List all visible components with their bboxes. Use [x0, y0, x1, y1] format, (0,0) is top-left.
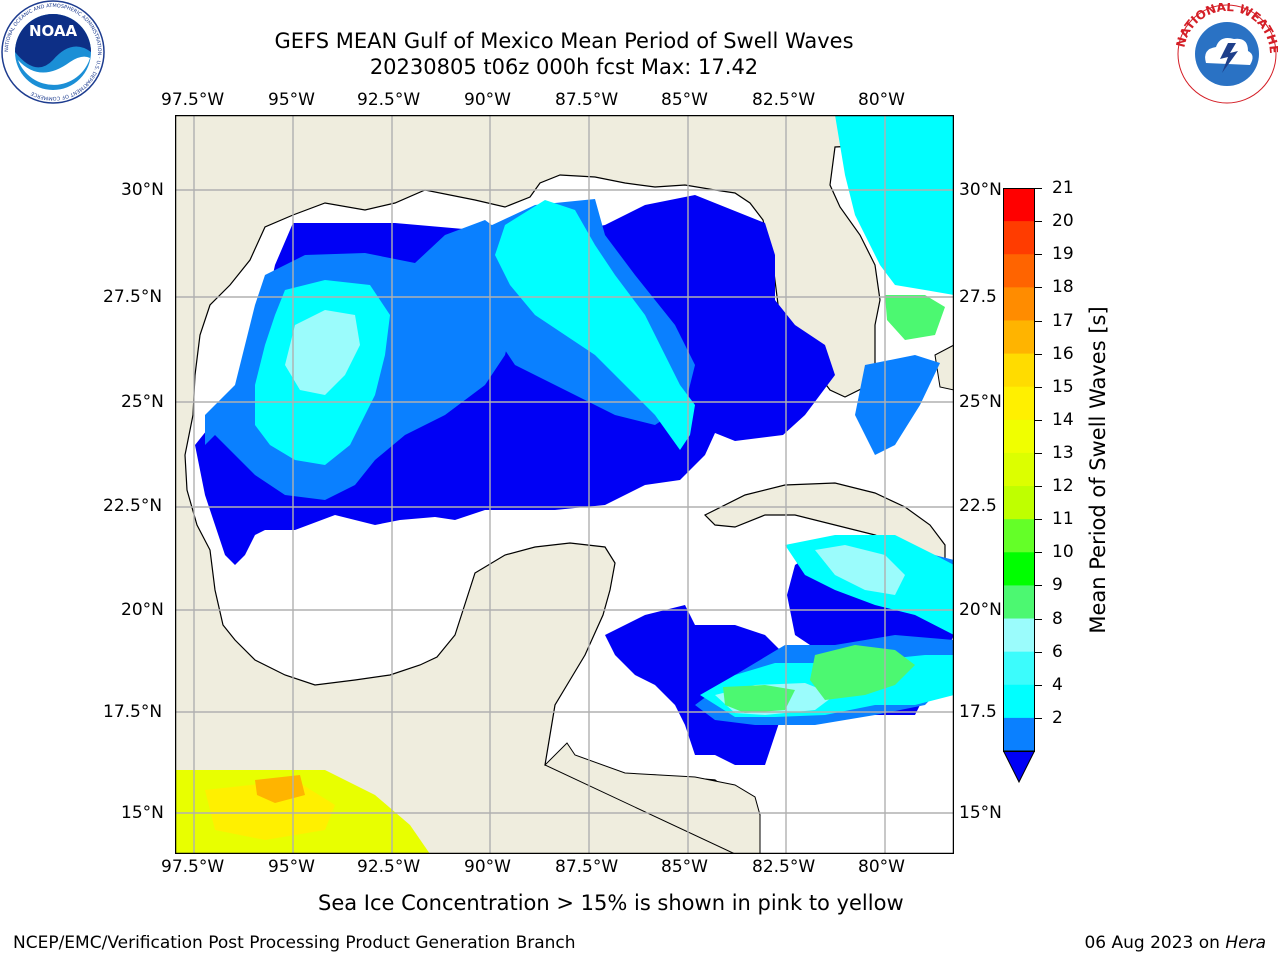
colorbar-segment	[1003, 353, 1035, 388]
colorbar-segment	[1003, 585, 1035, 620]
colorbar-segment	[1003, 287, 1035, 322]
colorbar-segment	[1003, 320, 1035, 355]
colorbar-segment	[1003, 684, 1035, 719]
colorbar-tick-label: 18	[1052, 277, 1074, 298]
colorbar-tick	[1035, 419, 1042, 421]
colorbar-tick	[1035, 452, 1042, 454]
colorbar-tick	[1035, 684, 1042, 686]
lon-label-bottom: 90°W	[464, 857, 511, 877]
sea-ice-note: Sea Ice Concentration > 15% is shown in …	[318, 891, 904, 915]
lat-label-right: 27.5	[959, 287, 997, 307]
colorbar-extend-arrow	[1002, 750, 1036, 784]
colorbar-tick-label: 20	[1052, 211, 1074, 232]
colorbar-tick	[1035, 188, 1042, 189]
colorbar-tick	[1035, 651, 1042, 653]
lon-label-top: 80°W	[858, 90, 905, 110]
map-frame	[174, 114, 955, 855]
colorbar-tick-label: 12	[1052, 476, 1074, 497]
lat-label-left: 27.5°N	[103, 287, 163, 307]
lon-label-bottom: 80°W	[858, 857, 905, 877]
footer-host: Hera	[1225, 933, 1266, 953]
colorbar-segment	[1003, 486, 1035, 520]
lon-label-top: 87.5°W	[555, 90, 619, 110]
lat-label-left: 20°N	[121, 600, 164, 620]
footer-date: 06 Aug 2023 on Hera	[1084, 933, 1266, 953]
noaa-logo: NOAA NATIONAL OCEANIC AND ATMOSPHERIC AD…	[0, 0, 106, 106]
colorbar-segment	[1003, 254, 1035, 288]
colorbar-tick-label: 16	[1052, 343, 1074, 364]
colorbar-tick	[1035, 519, 1042, 521]
colorbar-tick-label: 11	[1052, 509, 1074, 530]
colorbar-tick	[1035, 486, 1042, 488]
lon-label-bottom: 82.5°W	[752, 857, 816, 877]
colorbar-tick-label: 9	[1052, 575, 1063, 596]
lat-label-right: 25°N	[959, 392, 1002, 412]
colorbar-segment	[1003, 552, 1035, 587]
colorbar-tick	[1035, 221, 1042, 223]
colorbar-segment	[1003, 188, 1035, 222]
colorbar-segment	[1003, 717, 1035, 752]
swell-band-9-10	[723, 295, 945, 713]
colorbar-tick-label: 8	[1052, 608, 1063, 629]
colorbar-segment	[1003, 221, 1035, 255]
sea-ice-field	[175, 770, 430, 854]
colorbar-tick	[1035, 717, 1042, 719]
footer-date-text: 06 Aug 2023 on	[1084, 933, 1220, 953]
lat-label-left: 17.5°N	[103, 702, 163, 722]
colorbar-tick	[1035, 386, 1042, 388]
lat-label-left: 30°N	[121, 180, 164, 200]
colorbar-tick	[1035, 254, 1042, 256]
colorbar-tick-label: 17	[1052, 310, 1074, 331]
lon-label-bottom: 85°W	[661, 857, 708, 877]
lon-label-bottom: 92.5°W	[357, 857, 421, 877]
lon-label-bottom: 97.5°W	[161, 857, 225, 877]
colorbar-tick	[1035, 552, 1042, 554]
colorbar-tick-label: 14	[1052, 409, 1074, 430]
svg-text:NOAA: NOAA	[29, 22, 78, 40]
colorbar-segment	[1003, 386, 1035, 421]
lat-label-right: 17.5	[959, 702, 997, 722]
lon-label-top: 90°W	[464, 90, 511, 110]
lat-label-right: 15°N	[959, 803, 1002, 823]
colorbar-segment	[1003, 618, 1035, 653]
colorbar-segment	[1003, 419, 1035, 454]
colorbar-tick	[1035, 585, 1042, 587]
colorbar-tick	[1035, 353, 1042, 355]
colorbar-tick-label: 6	[1052, 641, 1063, 662]
colorbar-tick	[1035, 618, 1042, 620]
map-panel	[174, 114, 955, 855]
colorbar-tick-label: 2	[1052, 707, 1063, 728]
lon-label-top: 97.5°W	[161, 90, 225, 110]
lon-label-bottom: 87.5°W	[555, 857, 619, 877]
gridlines	[175, 115, 954, 854]
lat-label-right: 30°N	[959, 180, 1002, 200]
colorbar-tick-label: 19	[1052, 244, 1074, 265]
chart-subtitle: 20230805 t06z 000h fcst Max: 17.42	[369, 55, 759, 79]
colorbar-title: Mean Period of Swell Waves [s]	[1086, 306, 1110, 634]
colorbar-tick-label: 4	[1052, 674, 1063, 695]
lon-label-top: 85°W	[661, 90, 708, 110]
colorbar-tick-label: 15	[1052, 376, 1074, 397]
colorbar-tick-label: 10	[1052, 542, 1074, 563]
colorbar-tick	[1035, 320, 1042, 322]
colorbar-tick-label: 21	[1052, 178, 1074, 198]
colorbar	[1002, 188, 1036, 784]
chart-title: GEFS MEAN Gulf of Mexico Mean Period of …	[274, 29, 854, 53]
lon-label-top: 92.5°W	[357, 90, 421, 110]
lat-label-left: 25°N	[121, 392, 164, 412]
nws-logo: NATIONAL WEATHER SERVICE	[1171, 0, 1280, 105]
colorbar-segment	[1003, 519, 1035, 553]
lon-label-bottom: 95°W	[268, 857, 315, 877]
lat-label-left: 22.5°N	[103, 496, 163, 516]
lon-label-top: 95°W	[268, 90, 315, 110]
lat-label-right: 20°N	[959, 600, 1002, 620]
colorbar-tick-label: 13	[1052, 442, 1074, 463]
lat-label-right: 22.5	[959, 496, 997, 516]
colorbar-segment	[1003, 452, 1035, 487]
colorbar-tick	[1035, 287, 1042, 289]
footer-credit: NCEP/EMC/Verification Post Processing Pr…	[13, 933, 576, 953]
lat-label-left: 15°N	[121, 803, 164, 823]
lon-label-top: 82.5°W	[752, 90, 816, 110]
colorbar-segment	[1003, 651, 1035, 686]
